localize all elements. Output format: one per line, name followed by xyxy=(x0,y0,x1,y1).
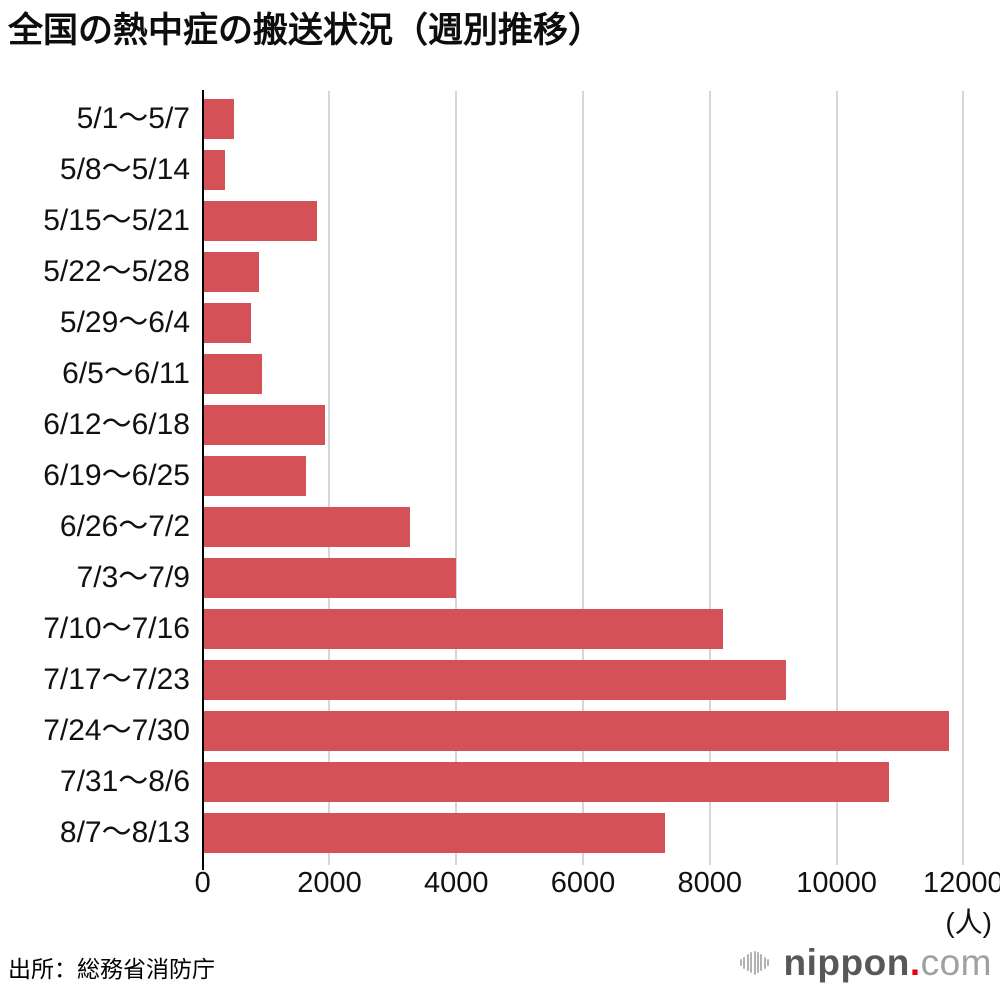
gridline-4000 xyxy=(455,91,458,865)
x-tick-label: 0 xyxy=(194,867,211,899)
category-label: 7/31～8/6 xyxy=(59,765,190,799)
page-title: 全国の熱中症の搬送状況（週別推移） xyxy=(8,11,604,50)
gridline-6000 xyxy=(581,91,584,865)
bar-track xyxy=(204,711,965,752)
x-tick-label: 10000 xyxy=(796,867,877,899)
source-note: 出所：総務省消防庁 xyxy=(8,956,215,982)
gridlines-layer xyxy=(203,91,965,865)
bar-6/19～6/25 xyxy=(204,455,307,496)
gridline-8000 xyxy=(708,91,711,865)
category-label: 6/19～6/25 xyxy=(43,458,190,492)
category-label: 5/1～5/7 xyxy=(76,101,190,135)
bar-track xyxy=(204,404,965,445)
chart-row: 5/15～5/21 xyxy=(0,195,1000,246)
chart-row: 8/7～8/13 xyxy=(0,808,1000,859)
logo-name: nippon xyxy=(783,942,910,983)
bar-7/3～7/9 xyxy=(204,558,456,599)
bar-track xyxy=(204,200,965,241)
logo-tld: com xyxy=(920,942,992,983)
chart-row: 6/26～7/2 xyxy=(0,502,1000,553)
gridline-10000 xyxy=(835,91,838,865)
category-label: 8/7～8/13 xyxy=(59,816,190,850)
bar-track xyxy=(204,558,965,599)
chart-row: 7/24～7/30 xyxy=(0,706,1000,757)
chart-row: 6/5～6/11 xyxy=(0,348,1000,399)
chart-row: 7/31～8/6 xyxy=(0,757,1000,808)
bar-6/26～7/2 xyxy=(204,507,410,548)
x-axis-tick-labels: 0 2000 4000 6000 8000 10000 12000 xyxy=(0,867,1000,902)
category-label: 7/10～7/16 xyxy=(43,612,190,646)
chart-row: 5/29～6/4 xyxy=(0,297,1000,348)
chart-row: 7/10～7/16 xyxy=(0,604,1000,655)
y-axis-line xyxy=(201,90,204,870)
x-tick-label: 12000 xyxy=(922,867,1000,899)
axis-unit-label: (人) xyxy=(945,907,992,938)
bar-8/7～8/13 xyxy=(204,813,665,854)
bar-track xyxy=(204,813,965,854)
bar-7/31～8/6 xyxy=(204,762,890,803)
bar-track xyxy=(204,251,965,292)
bar-7/24～7/30 xyxy=(204,711,950,752)
bar-track xyxy=(204,302,965,343)
bar-5/29～6/4 xyxy=(204,302,251,343)
logo-dot: . xyxy=(909,942,921,983)
x-tick-label: 2000 xyxy=(297,867,362,899)
bar-track xyxy=(204,455,965,496)
category-label: 5/8～5/14 xyxy=(59,152,190,186)
chart-row: 5/22～5/28 xyxy=(0,246,1000,297)
bar-track xyxy=(204,660,965,701)
bar-6/5～6/11 xyxy=(204,353,263,394)
bar-track xyxy=(204,762,965,803)
gridline-2000 xyxy=(328,91,331,865)
x-tick-label: 4000 xyxy=(423,867,489,899)
category-label: 5/15～5/21 xyxy=(43,203,190,237)
category-label: 7/3～7/9 xyxy=(76,561,190,595)
category-label: 7/24～7/30 xyxy=(43,714,190,748)
bar-track xyxy=(204,609,965,650)
bar-6/12～6/18 xyxy=(204,404,326,445)
bar-rows: 5/1～5/7 5/8～5/14 5/15～5/21 5/22～5/28 5/29～6/… xyxy=(0,93,1000,859)
chart-row: 6/12～6/18 xyxy=(0,399,1000,450)
gridline-12000 xyxy=(962,91,965,865)
category-label: 6/12～6/18 xyxy=(43,407,190,441)
x-tick-label: 8000 xyxy=(677,867,743,899)
bar-track xyxy=(204,507,965,548)
bar-track xyxy=(204,98,965,139)
category-label: 5/22～5/28 xyxy=(43,254,190,288)
bar-5/22～5/28 xyxy=(204,251,260,292)
bar-track xyxy=(204,149,965,190)
bar-7/10～7/16 xyxy=(204,609,724,650)
chart-row: 5/1～5/7 xyxy=(0,93,1000,144)
chart-row: 5/8～5/14 xyxy=(0,144,1000,195)
category-label: 6/5～6/11 xyxy=(62,356,190,390)
chart-row: 7/3～7/9 xyxy=(0,553,1000,604)
logo-text: nippon.com xyxy=(784,944,992,981)
category-label: 7/17～7/23 xyxy=(43,663,190,697)
chart-row: 7/17～7/23 xyxy=(0,655,1000,706)
bar-5/1～5/7 xyxy=(204,98,235,139)
chart-row: 6/19～6/25 xyxy=(0,450,1000,501)
soundwave-icon xyxy=(740,950,771,975)
nippon-com-logo: nippon.com xyxy=(740,944,992,981)
x-tick-label: 6000 xyxy=(550,867,616,899)
category-label: 5/29～6/4 xyxy=(59,305,190,339)
bar-5/8～5/14 xyxy=(204,149,225,190)
bar-5/15～5/21 xyxy=(204,200,318,241)
bar-7/17～7/23 xyxy=(204,660,787,701)
category-label: 6/26～7/2 xyxy=(59,510,190,544)
bar-track xyxy=(204,353,965,394)
